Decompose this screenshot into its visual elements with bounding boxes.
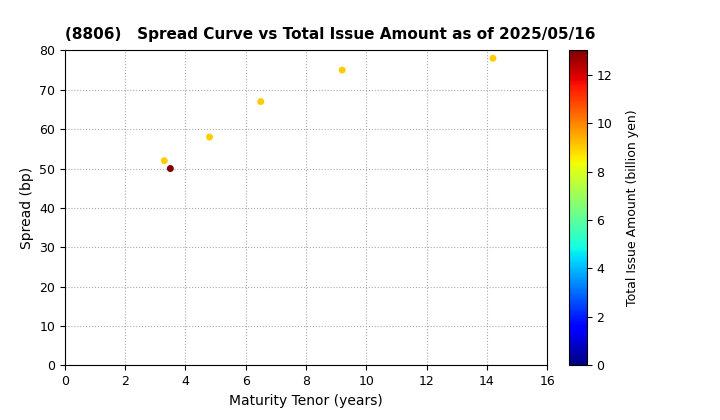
X-axis label: Maturity Tenor (years): Maturity Tenor (years) xyxy=(229,394,383,408)
Point xyxy=(204,134,215,140)
Point xyxy=(158,157,170,164)
Point xyxy=(487,55,499,62)
Y-axis label: Spread (bp): Spread (bp) xyxy=(19,167,34,249)
Point xyxy=(255,98,266,105)
Point xyxy=(336,67,348,74)
Text: (8806)   Spread Curve vs Total Issue Amount as of 2025/05/16: (8806) Spread Curve vs Total Issue Amoun… xyxy=(65,27,595,42)
Point xyxy=(165,165,176,172)
Y-axis label: Total Issue Amount (billion yen): Total Issue Amount (billion yen) xyxy=(626,110,639,306)
